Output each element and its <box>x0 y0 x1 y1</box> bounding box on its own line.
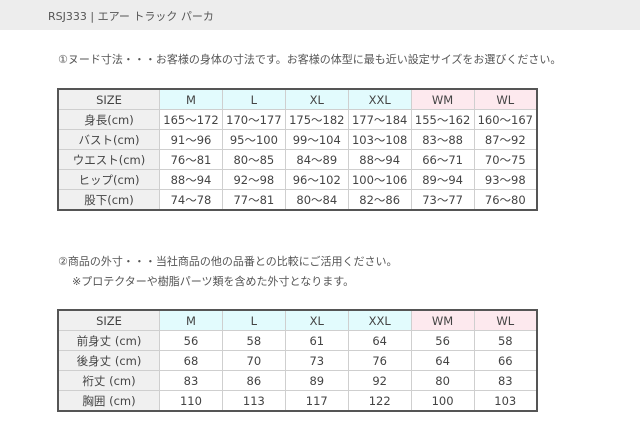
cell: 70～75 <box>473 149 538 170</box>
cell: 80～84 <box>284 189 349 211</box>
cell: 95～100 <box>221 129 286 150</box>
cell: 80 <box>410 370 475 391</box>
cell: 74～78 <box>159 189 223 211</box>
size-wm: WM <box>410 309 475 331</box>
cell: 99～104 <box>284 129 349 150</box>
header-row: SIZE M L XL XXL WM WL <box>57 309 538 331</box>
cell: 64 <box>347 330 412 351</box>
cell: 89 <box>284 370 349 391</box>
size-m: M <box>159 88 223 110</box>
row-label: 後身丈 (cm) <box>57 350 160 371</box>
cell: 76～80 <box>473 189 538 211</box>
cell: 117 <box>284 390 349 412</box>
size-header: SIZE <box>57 309 160 331</box>
cell: 110 <box>159 390 223 412</box>
cell: 56 <box>159 330 223 351</box>
cell: 92～98 <box>221 169 286 190</box>
cell: 82～86 <box>347 189 412 211</box>
cell: 155～162 <box>410 109 475 130</box>
row-label: 胸囲 (cm) <box>57 390 160 412</box>
cell: 89～94 <box>410 169 475 190</box>
cell: 100 <box>410 390 475 412</box>
cell: 83 <box>473 370 538 391</box>
size-xl: XL <box>284 309 349 331</box>
cell: 70 <box>221 350 286 371</box>
row-label: バスト(cm) <box>57 129 160 150</box>
cell: 170～177 <box>221 109 286 130</box>
cell: 61 <box>284 330 349 351</box>
header-bar: RSJ333 | エアー トラック パーカ <box>0 0 640 30</box>
size-wl: WL <box>473 309 538 331</box>
cell: 175～182 <box>284 109 349 130</box>
size-l: L <box>221 309 286 331</box>
table-row: 裄丈 (cm) 83 86 89 92 80 83 <box>57 370 538 391</box>
cell: 76 <box>347 350 412 371</box>
nude-size-note: ①ヌード寸法・・・お客様の身体の寸法です。お客様の体型に最も近い設定サイズをお選… <box>58 53 562 66</box>
cell: 88～94 <box>159 169 223 190</box>
cell: 77～81 <box>221 189 286 211</box>
table-row: 身長(cm) 165～172 170～177 175～182 177～184 155～16… <box>57 109 538 130</box>
table-row: 股下(cm) 74～78 77～81 80～84 82～86 73～77 76～80 <box>57 189 538 211</box>
cell: 66 <box>473 350 538 371</box>
cell: 100～106 <box>347 169 412 190</box>
cell: 88～94 <box>347 149 412 170</box>
size-xl: XL <box>284 88 349 110</box>
cell: 103～108 <box>347 129 412 150</box>
size-m: M <box>159 309 223 331</box>
cell: 73 <box>284 350 349 371</box>
size-xxl: XXL <box>347 88 412 110</box>
table-row: バスト(cm) 91～96 95～100 99～104 103～108 83～88 87～9… <box>57 129 538 150</box>
table-row: ウエスト(cm) 76～81 80～85 84～89 88～94 66～71 70～75 <box>57 149 538 170</box>
row-label: 前身丈 (cm) <box>57 330 160 351</box>
size-header: SIZE <box>57 88 160 110</box>
cell: 93～98 <box>473 169 538 190</box>
row-label: 身長(cm) <box>57 109 160 130</box>
table-row: ヒップ(cm) 88～94 92～98 96～102 100～106 89～94 93～98 <box>57 169 538 190</box>
nude-size-table: SIZE M L XL XXL WM WL 身長(cm) 165～172 170～177 175～1… <box>57 88 538 211</box>
garment-size-subnote: ※プロテクターや樹脂パーツ類を含めた外寸となります。 <box>72 275 355 288</box>
cell: 64 <box>410 350 475 371</box>
size-wm: WM <box>410 88 475 110</box>
cell: 58 <box>221 330 286 351</box>
table-row: 胸囲 (cm) 110 113 117 122 100 103 <box>57 390 538 412</box>
cell: 66～71 <box>410 149 475 170</box>
cell: 103 <box>473 390 538 412</box>
cell: 76～81 <box>159 149 223 170</box>
size-wl: WL <box>473 88 538 110</box>
table-row: 前身丈 (cm) 56 58 61 64 56 58 <box>57 330 538 351</box>
row-label: 裄丈 (cm) <box>57 370 160 391</box>
row-label: ウエスト(cm) <box>57 149 160 170</box>
cell: 92 <box>347 370 412 391</box>
product-title: RSJ333 | エアー トラック パーカ <box>48 10 214 23</box>
cell: 160～167 <box>473 109 538 130</box>
garment-size-table: SIZE M L XL XXL WM WL 前身丈 (cm) 56 58 61 64 56 58 後身丈 (… <box>57 309 538 412</box>
cell: 80～85 <box>221 149 286 170</box>
cell: 56 <box>410 330 475 351</box>
cell: 91～96 <box>159 129 223 150</box>
cell: 113 <box>221 390 286 412</box>
cell: 96～102 <box>284 169 349 190</box>
cell: 87～92 <box>473 129 538 150</box>
row-label: 股下(cm) <box>57 189 160 211</box>
size-l: L <box>221 88 286 110</box>
cell: 84～89 <box>284 149 349 170</box>
table-row: 後身丈 (cm) 68 70 73 76 64 66 <box>57 350 538 371</box>
cell: 83 <box>159 370 223 391</box>
cell: 83～88 <box>410 129 475 150</box>
cell: 73～77 <box>410 189 475 211</box>
size-xxl: XXL <box>347 309 412 331</box>
cell: 165～172 <box>159 109 223 130</box>
header-row: SIZE M L XL XXL WM WL <box>57 88 538 110</box>
cell: 68 <box>159 350 223 371</box>
garment-size-note: ②商品の外寸・・・当社商品の他の品番との比較にご活用ください。 <box>58 255 398 268</box>
cell: 86 <box>221 370 286 391</box>
cell: 58 <box>473 330 538 351</box>
cell: 177～184 <box>347 109 412 130</box>
cell: 122 <box>347 390 412 412</box>
row-label: ヒップ(cm) <box>57 169 160 190</box>
